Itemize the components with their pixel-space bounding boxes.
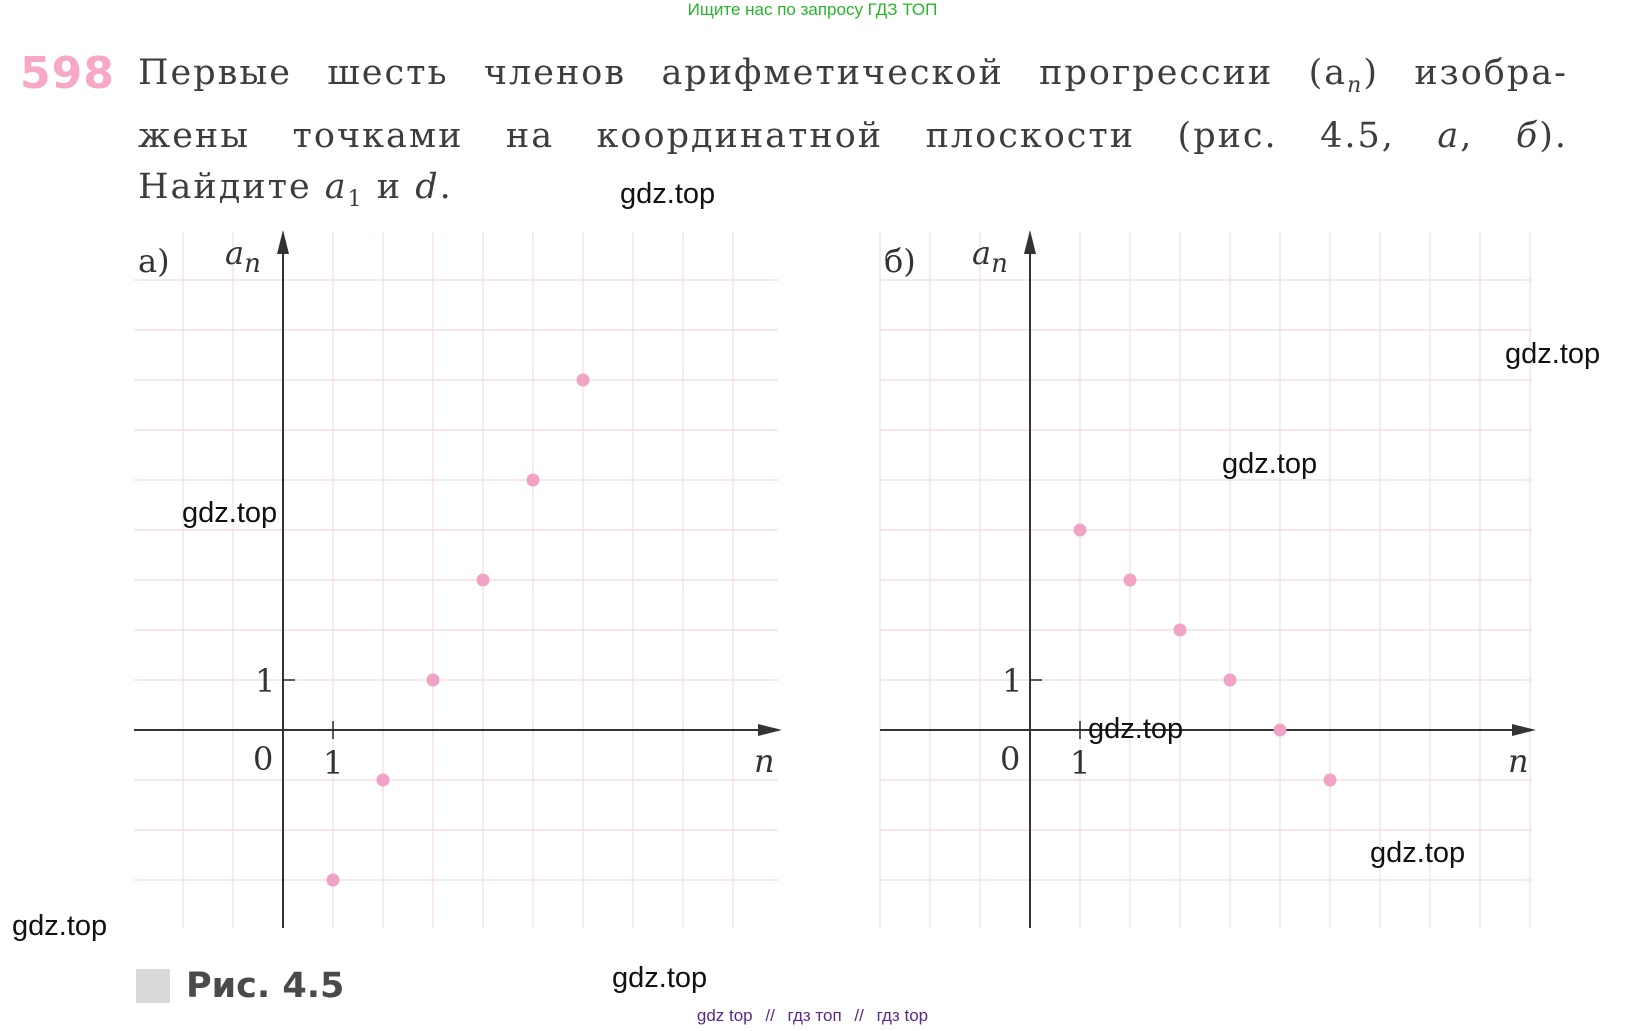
- data-point: [426, 673, 440, 687]
- problem-line-1: Первые шесть членов арифметической прогр…: [138, 48, 1568, 111]
- x-tick-label: 1: [323, 744, 343, 782]
- data-point: [1273, 723, 1287, 737]
- subscript-1: 1: [347, 187, 364, 212]
- problem-line-1-text: Первые шесть членов арифметической прогр…: [138, 53, 1348, 93]
- x-axis-label: n: [754, 742, 775, 780]
- data-point: [576, 373, 590, 387]
- footer-link-2[interactable]: гдз топ: [787, 1006, 842, 1025]
- problem-line-2-comma: ,: [1460, 116, 1516, 156]
- x-axis-label: n: [1508, 742, 1529, 780]
- problem-number: 598: [20, 48, 115, 99]
- data-point: [1323, 773, 1337, 787]
- problem-line-1-end: ) изобра-: [1363, 53, 1568, 93]
- watermark: gdz.top: [620, 178, 716, 210]
- problem-statement: Первые шесть членов арифметической прогр…: [138, 48, 1568, 225]
- footer-separator: //: [765, 1006, 775, 1025]
- problem-line-3: Найдите a1 и d.: [138, 162, 1568, 225]
- problem-line-3-text: Найдите: [138, 167, 325, 207]
- watermark: gdz.top: [182, 497, 278, 529]
- panel-label: а): [138, 242, 170, 280]
- footer-link-3[interactable]: гдз top: [876, 1006, 929, 1025]
- panel-label: б): [884, 242, 916, 280]
- data-point: [1173, 623, 1187, 637]
- top-banner: Ищите нас по запросу ГДЗ ТОП: [687, 0, 938, 19]
- origin-label: 0: [1000, 740, 1020, 778]
- x-axis-arrow: [1512, 724, 1536, 736]
- watermark: gdz.top: [1222, 448, 1318, 480]
- watermark: gdz.top: [1505, 338, 1601, 370]
- x-axis-arrow: [758, 724, 782, 736]
- problem-line-2-end: ).: [1539, 116, 1568, 156]
- data-point: [1073, 523, 1087, 537]
- data-point: [376, 773, 390, 787]
- data-point: [1223, 673, 1237, 687]
- y-axis-arrow: [1024, 230, 1036, 254]
- figure-ref-b: б: [1515, 116, 1540, 156]
- data-point: [526, 473, 540, 487]
- var-d: d: [415, 167, 440, 207]
- problem-line-2: жены точками на координатной плоскости (…: [138, 111, 1568, 162]
- y-tick-label: 1: [1002, 662, 1022, 700]
- data-point: [326, 873, 340, 887]
- figure-caption: Рис. 4.5: [136, 966, 344, 1006]
- y-axis-arrow: [277, 230, 289, 254]
- data-point: [476, 573, 490, 587]
- y-axis-label: an: [972, 234, 1008, 279]
- footer-link-1[interactable]: gdz top: [696, 1006, 753, 1025]
- caption-text: Рис. 4.5: [186, 966, 345, 1006]
- watermark: gdz.top: [12, 910, 108, 942]
- y-axis-label: an: [225, 234, 261, 279]
- watermark: gdz.top: [1088, 713, 1184, 745]
- y-tick-label: 1: [255, 662, 275, 700]
- origin-label: 0: [253, 740, 273, 778]
- watermark: gdz.top: [1370, 837, 1466, 869]
- subscript-n: n: [1347, 73, 1364, 98]
- problem-line-3-mid: и: [363, 167, 416, 207]
- var-a: a: [324, 167, 348, 207]
- figure-4-5: а) an n 0 1 1 б) an n 0 1 1: [134, 230, 1536, 928]
- caption-marker: [136, 969, 170, 1003]
- x-tick-label: 1: [1070, 744, 1090, 782]
- figure-ref-a: а: [1437, 116, 1461, 156]
- problem-line-2-text: жены точками на координатной плоскости (…: [138, 116, 1438, 156]
- footer-links: gdz top // гдз топ // гдз top: [0, 1006, 1625, 1026]
- data-point: [1123, 573, 1137, 587]
- watermark: gdz.top: [612, 962, 708, 994]
- problem-line-3-end: .: [439, 167, 453, 207]
- footer-separator: //: [854, 1006, 864, 1025]
